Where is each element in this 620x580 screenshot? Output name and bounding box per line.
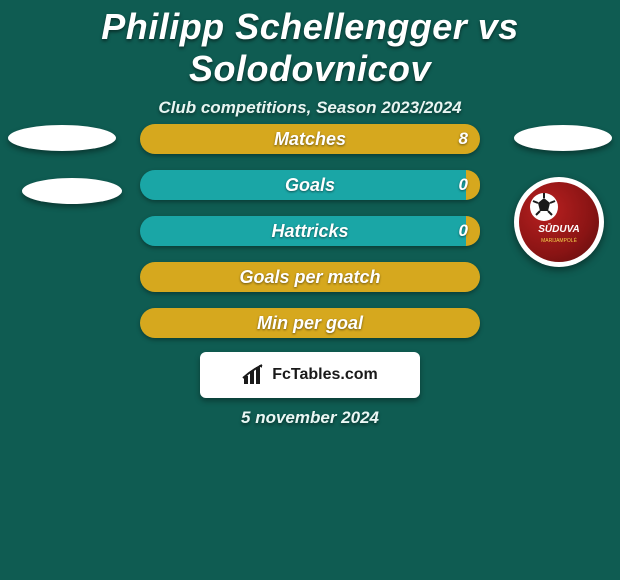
brand-text: FcTables.com xyxy=(272,366,378,384)
stat-bar: Goals per match xyxy=(140,262,480,292)
left-ellipse-2 xyxy=(22,178,122,204)
stat-bar-right-value: 0 xyxy=(459,216,468,246)
page-title: Philipp Schellengger vs Solodovnicov xyxy=(0,0,620,90)
right-ellipse xyxy=(514,125,612,151)
stat-bar-label: Min per goal xyxy=(140,308,480,338)
stat-bar-label: Goals per match xyxy=(140,262,480,292)
stat-bar-label: Matches xyxy=(140,124,480,154)
stat-bar-label: Hattricks xyxy=(140,216,480,246)
stat-bar: Min per goal xyxy=(140,308,480,338)
stat-bar-right-value: 0 xyxy=(459,170,468,200)
stats-bars: Matches8Goals0Hattricks0Goals per matchM… xyxy=(140,124,480,354)
subtitle: Club competitions, Season 2023/2024 xyxy=(0,98,620,118)
stat-bar-label: Goals xyxy=(140,170,480,200)
club-badge-inner: SŪDUVA MARIJAMPOLĖ xyxy=(519,182,599,262)
stat-bar: Matches8 xyxy=(140,124,480,154)
svg-text:MARIJAMPOLĖ: MARIJAMPOLĖ xyxy=(541,237,578,244)
bar-chart-icon xyxy=(242,364,268,386)
left-ellipse-1 xyxy=(8,125,116,151)
suduva-logo-icon: SŪDUVA MARIJAMPOLĖ xyxy=(519,182,599,262)
club-badge: SŪDUVA MARIJAMPOLĖ xyxy=(514,177,604,267)
badge-text: SŪDUVA xyxy=(538,223,579,235)
brand-box: FcTables.com xyxy=(200,352,420,398)
date-label: 5 november 2024 xyxy=(0,408,620,428)
stat-bar-right-value: 8 xyxy=(459,124,468,154)
stat-bar: Hattricks0 xyxy=(140,216,480,246)
stat-bar: Goals0 xyxy=(140,170,480,200)
